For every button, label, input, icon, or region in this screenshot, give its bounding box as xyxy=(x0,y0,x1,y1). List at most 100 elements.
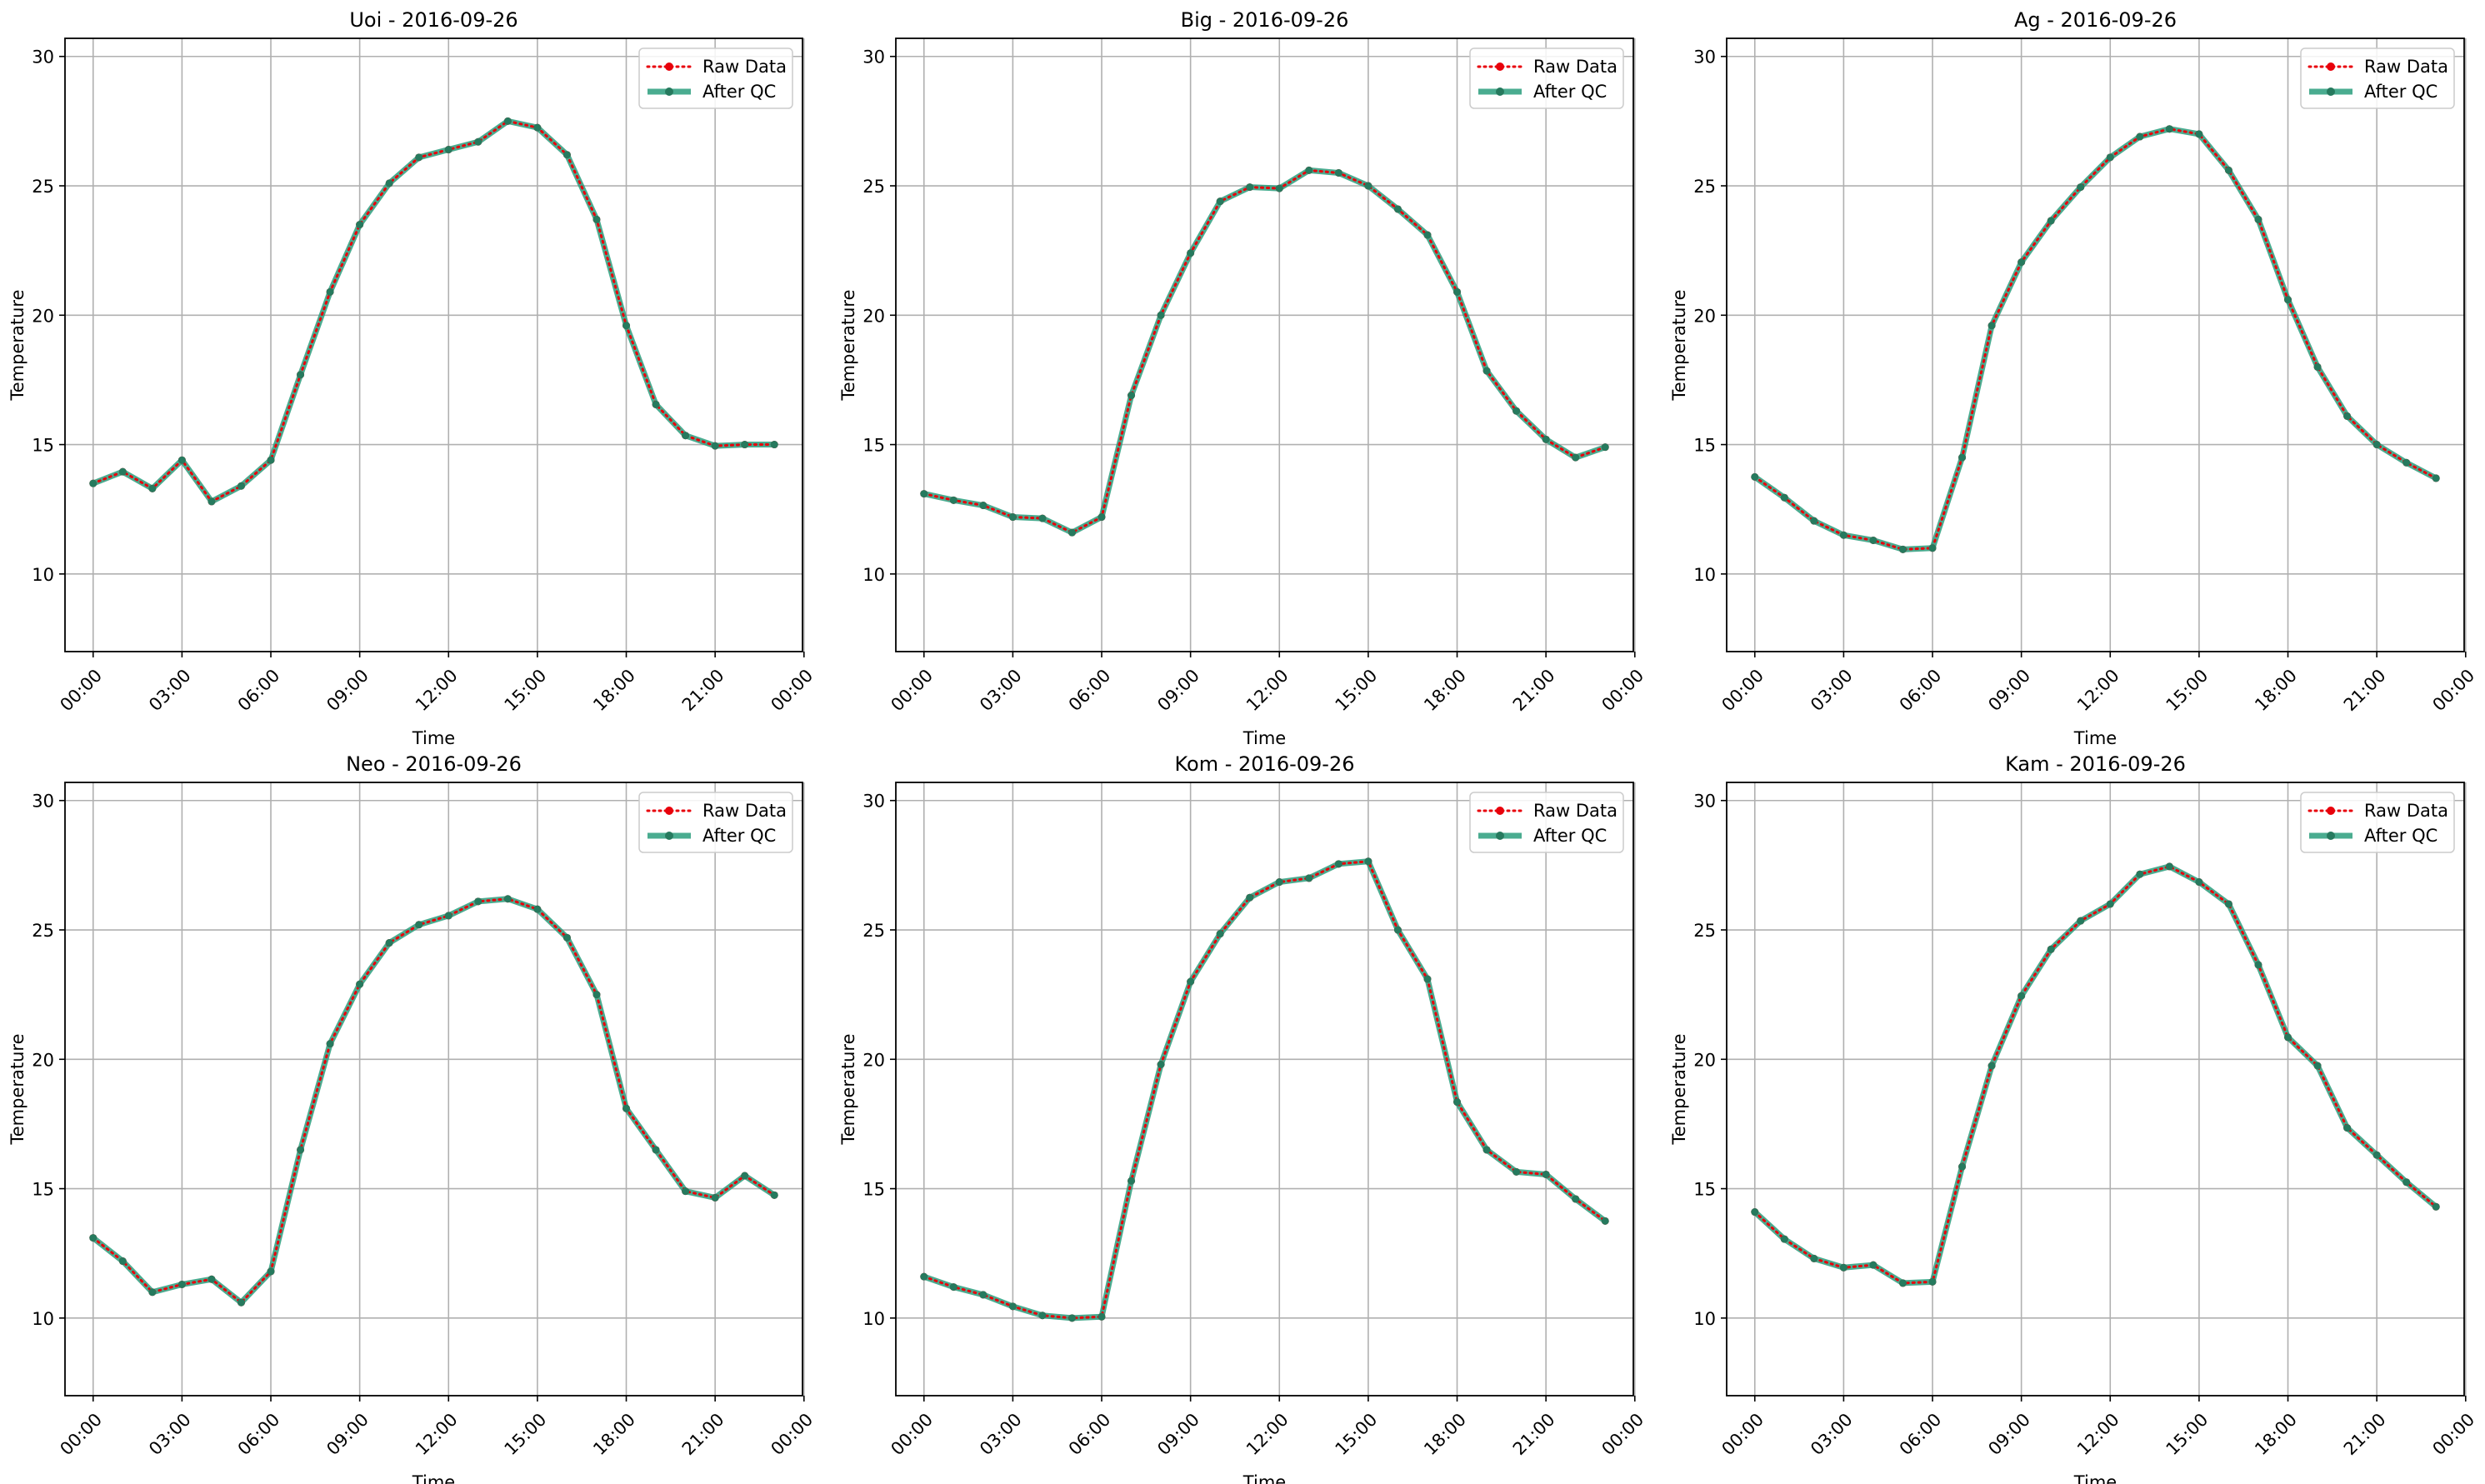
y-tick-label: 25 xyxy=(32,177,54,197)
plot-area xyxy=(1727,38,2464,652)
x-tick-label: 12:00 xyxy=(1242,1409,1292,1459)
after-qc-point xyxy=(1453,1098,1462,1107)
legend: Raw Data After QC xyxy=(638,47,793,109)
after-qc-point xyxy=(148,1288,157,1297)
y-tick-label: 10 xyxy=(32,565,54,585)
legend-qc-marker xyxy=(1496,87,1504,96)
after-qc-point xyxy=(2077,917,2085,925)
after-qc-point xyxy=(118,467,127,476)
after-qc-point xyxy=(2195,130,2203,138)
after-qc-point xyxy=(1393,205,1402,213)
after-qc-point xyxy=(1928,1277,1937,1286)
legend-raw-label: Raw Data xyxy=(1533,801,1618,821)
after-qc-point xyxy=(1780,493,1788,502)
after-qc-point xyxy=(1898,545,1907,553)
after-qc-point xyxy=(1334,860,1342,868)
after-qc-point xyxy=(920,490,928,498)
raw-data-line xyxy=(92,897,776,1305)
y-tick-label: 15 xyxy=(32,436,54,456)
after-qc-point xyxy=(326,1040,334,1048)
x-tick-label: 12:00 xyxy=(1242,665,1292,715)
after-qc-point xyxy=(1958,1162,1967,1171)
after-qc-point xyxy=(741,1172,749,1180)
y-tick-label: 30 xyxy=(1693,47,1716,67)
after-qc-point xyxy=(2224,900,2232,908)
legend-raw-marker xyxy=(665,62,673,71)
x-axis-label: Time xyxy=(412,728,455,748)
legend-qc-label: After QC xyxy=(1533,826,1607,846)
x-tick-label: 00:00 xyxy=(2428,1409,2478,1459)
y-tick-label: 10 xyxy=(862,1309,885,1329)
x-tick-label: 18:00 xyxy=(1420,665,1470,715)
x-tick-label: 03:00 xyxy=(976,1409,1026,1459)
x-tick-label: 21:00 xyxy=(2340,1409,2390,1459)
y-tick-label: 25 xyxy=(1693,921,1716,941)
after-qc-point xyxy=(711,1193,719,1202)
legend-raw-marker xyxy=(1496,62,1504,71)
after-qc-point xyxy=(1157,311,1165,319)
y-tick-label: 15 xyxy=(1693,1180,1716,1200)
after-qc-point xyxy=(1334,168,1342,177)
y-tick-label: 30 xyxy=(32,47,54,67)
x-tick-label: 09:00 xyxy=(322,1409,372,1459)
after-qc-point xyxy=(2343,412,2352,420)
subplot-1: Uoi - 2016-09-26 10 15 20 25 30 00:00 03:00 06:0… xyxy=(8,8,817,748)
y-tick-label: 15 xyxy=(862,1180,885,1200)
after-qc-point xyxy=(2254,961,2262,969)
after-qc-point xyxy=(1038,514,1047,522)
after-qc-point xyxy=(1068,528,1076,537)
after-qc-point xyxy=(208,497,216,506)
after-qc-point xyxy=(356,980,364,988)
after-qc-point xyxy=(1157,1060,1165,1068)
x-tick-label: 00:00 xyxy=(887,665,937,715)
y-tick-label: 25 xyxy=(862,921,885,941)
subplot-2: Big - 2016-09-26 10 15 20 25 30 00:00 03:00 06:0… xyxy=(838,8,1648,748)
after-qc-point xyxy=(949,1283,958,1292)
after-qc-point xyxy=(1305,166,1313,174)
after-qc-point xyxy=(711,442,719,450)
after-qc-point xyxy=(148,484,157,492)
x-tick-label: 18:00 xyxy=(1420,1409,1470,1459)
x-axis-label: Time xyxy=(2073,728,2117,748)
after-qc-point xyxy=(2284,296,2292,304)
x-axis-label: Time xyxy=(1242,1472,1286,1484)
after-qc-point xyxy=(2432,474,2440,482)
plot-area xyxy=(65,782,802,1396)
x-tick-label: 06:00 xyxy=(1896,665,1946,715)
x-tick-label: 12:00 xyxy=(2073,1409,2123,1459)
legend-qc-label: After QC xyxy=(702,826,776,846)
after-qc-point xyxy=(1246,893,1254,902)
after-qc-point xyxy=(1364,182,1372,190)
after-qc-point xyxy=(1542,1170,1550,1178)
y-tick-label: 10 xyxy=(862,565,885,585)
after-qc-point xyxy=(415,153,423,162)
after-qc-point xyxy=(2106,153,2114,162)
x-tick-label: 09:00 xyxy=(322,665,372,715)
after-qc-point xyxy=(682,1187,690,1196)
x-tick-label: 00:00 xyxy=(1598,665,1648,715)
after-qc-point xyxy=(1869,536,1878,544)
y-tick-label: 25 xyxy=(862,177,885,197)
after-qc-point xyxy=(208,1275,216,1283)
legend-qc-marker xyxy=(665,87,673,96)
plot-area xyxy=(896,782,1633,1396)
y-tick-label: 20 xyxy=(1693,306,1716,326)
after-qc-point xyxy=(178,1280,186,1288)
plot-area xyxy=(896,38,1633,652)
x-tick-label: 00:00 xyxy=(767,1409,817,1459)
after-qc-point xyxy=(2195,878,2203,887)
after-qc-point xyxy=(1187,249,1195,257)
raw-data-line xyxy=(922,168,1607,534)
after-qc-point xyxy=(237,1298,245,1307)
x-tick-label: 15:00 xyxy=(2162,1409,2212,1459)
legend-raw-label: Raw Data xyxy=(2364,57,2448,77)
after-qc-point xyxy=(2284,1033,2292,1042)
after-qc-point xyxy=(444,912,452,920)
y-tick-label: 10 xyxy=(1693,565,1716,585)
after-qc-point xyxy=(562,933,571,942)
after-qc-point xyxy=(1839,1263,1848,1272)
x-tick-label: 18:00 xyxy=(589,665,639,715)
subplot-3: Ag - 2016-09-26 10 15 20 25 30 00:00 03:00 06:00… xyxy=(1669,8,2478,748)
after-qc-point xyxy=(1246,183,1254,192)
